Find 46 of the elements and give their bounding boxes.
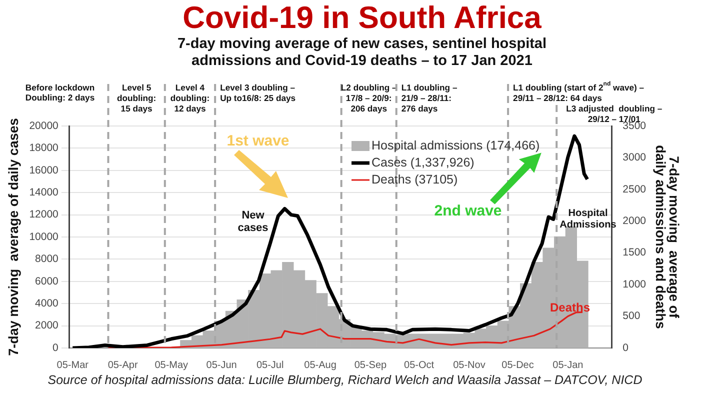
y-tick-label: 12000 bbox=[29, 208, 59, 221]
y-tick-label: 6000 bbox=[35, 275, 59, 288]
y2-axis-title: 7-day moving average of daily admissions and deaths bbox=[653, 145, 682, 329]
legend-label: Hospital admissions (174,466) bbox=[372, 138, 540, 152]
x-tick-label: 05-Oct bbox=[404, 360, 434, 371]
y-tick-label: 16000 bbox=[29, 164, 59, 176]
y2-tick-label: 1500 bbox=[622, 246, 646, 259]
annotation: 1st wave bbox=[226, 132, 290, 150]
x-tick-label: 05-Jan bbox=[552, 360, 584, 371]
y-tick-label: 14000 bbox=[29, 186, 59, 198]
y-tick-label: 8000 bbox=[35, 253, 59, 266]
y-tick-label: 10000 bbox=[29, 230, 59, 243]
y-tick-label: 0 bbox=[52, 342, 59, 354]
y2-tick-label: 3000 bbox=[622, 152, 646, 164]
ref-line-label: L1 doubling – 21/9 – 28/11: 276 days bbox=[401, 82, 458, 114]
y2-tick-label: 500 bbox=[622, 310, 640, 322]
annotation: New cases bbox=[238, 210, 268, 234]
ref-line-label: Level 5 doubling: 15 days bbox=[117, 82, 156, 114]
x-tick-label: 05-Jun bbox=[206, 360, 237, 371]
source-note: Source of hospital admissions data: Lucille Blumberg, Richard Welch and Waasila Jassat – DATCOV, NICD bbox=[46, 373, 644, 387]
ref-line-label: Level 4 doubling: 12 days bbox=[170, 82, 210, 114]
chart-subtitle: 7-day moving average of new cases, sentinel hospital admissions and Covid-19 deaths – to 17 Jan 2021 bbox=[176, 36, 548, 70]
y2-tick-label: 2000 bbox=[622, 215, 646, 228]
x-tick-label: 05-Nov bbox=[453, 360, 486, 371]
x-tick-label: 05-May bbox=[154, 360, 188, 371]
y-tick-label: 2000 bbox=[35, 320, 59, 332]
x-tick-label: 05-Jul bbox=[256, 360, 284, 371]
y2-tick-label: 0 bbox=[622, 342, 629, 354]
x-tick-label: 05-Aug bbox=[304, 360, 336, 371]
annotation: Deaths bbox=[550, 300, 590, 314]
y-axis-title: 7-day moving average of daily cases bbox=[6, 118, 21, 356]
chart-title: Covid-19 in South Africa bbox=[182, 0, 542, 36]
x-tick-label: 05-Mar bbox=[56, 360, 90, 371]
annotation: 2nd wave bbox=[434, 202, 502, 220]
y-tick-label: 20000 bbox=[29, 120, 59, 132]
x-tick-label: 05-Sep bbox=[354, 360, 388, 371]
y-tick-label: 4000 bbox=[35, 297, 59, 310]
x-tick-label: 05-Apr bbox=[108, 360, 138, 371]
y-tick-label: 18000 bbox=[29, 142, 59, 154]
x-tick-label: 05-Dec bbox=[502, 360, 534, 371]
legend-label: Cases (1,337,926) bbox=[372, 155, 474, 170]
y2-tick-label: 1000 bbox=[622, 278, 646, 290]
y2-tick-label: 2500 bbox=[622, 183, 646, 196]
legend-label: Deaths (37105) bbox=[372, 172, 458, 186]
text: Before lockdown Doubling: 2 days bbox=[25, 82, 95, 103]
ref-line-label: Level 3 doubling – Up to16/8: 25 days bbox=[220, 82, 296, 104]
